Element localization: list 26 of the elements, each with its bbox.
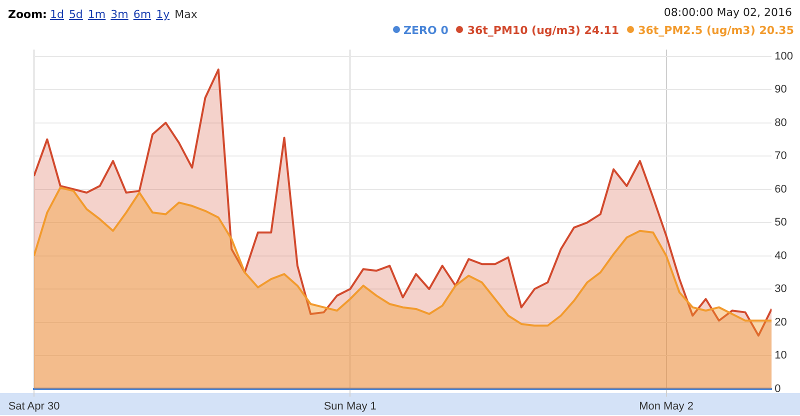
text: Zoom: xyxy=(8,8,47,21)
y-tick-label: 60 xyxy=(774,183,787,196)
text: 08:00:00 May 02, 2016 xyxy=(664,6,792,19)
x-tick-label: Sun May 1 xyxy=(324,400,376,412)
text: Max xyxy=(174,8,198,21)
x-tick-label: Mon May 2 xyxy=(639,400,694,412)
y-tick-label: 80 xyxy=(774,116,787,129)
y-tick-label: 0 xyxy=(774,382,781,395)
x-tick-label: Sat Apr 30 xyxy=(8,400,60,412)
legend-label: 36t_PM10 (ug/m3) 24.11 xyxy=(467,24,620,37)
text: 1m xyxy=(88,8,106,21)
text: 6m xyxy=(133,8,152,21)
text: 3m xyxy=(110,8,128,21)
y-tick-label: 50 xyxy=(774,216,787,229)
y-tick-label: 70 xyxy=(774,150,787,162)
y-tick-label: 100 xyxy=(774,50,794,62)
legend-label: 36t_PM2.5 (ug/m3) 20.35 xyxy=(638,24,794,37)
y-tick-label: 10 xyxy=(774,350,787,362)
legend-label: ZERO 0 xyxy=(404,24,448,37)
text: 5d xyxy=(68,8,83,21)
y-tick-label: 90 xyxy=(774,84,787,96)
y-tick-label: 40 xyxy=(774,250,787,262)
text: 1d xyxy=(50,8,64,21)
y-tick-label: 30 xyxy=(774,283,787,296)
y-tick-label: 20 xyxy=(774,316,787,328)
text: 1y xyxy=(156,8,170,21)
